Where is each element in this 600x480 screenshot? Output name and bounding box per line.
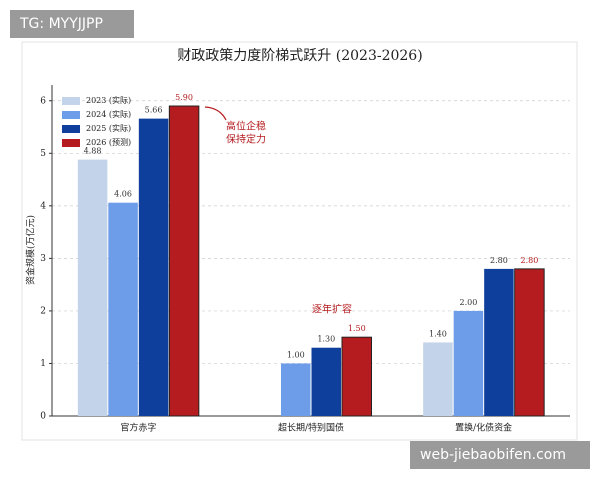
- annotation: 高位企稳: [226, 120, 266, 133]
- watermark-box: [410, 441, 590, 469]
- x-tick-label: 置换/化债资金: [455, 422, 512, 434]
- y-tick-label: 3: [40, 254, 46, 264]
- y-tick-label: 6: [40, 96, 46, 106]
- legend-swatch: [62, 125, 80, 133]
- x-tick-label: 官方赤字: [120, 422, 156, 434]
- legend-label: 2023 (实际): [86, 95, 131, 105]
- y-tick-label: 0: [40, 412, 46, 422]
- value-label: 2.80: [490, 256, 508, 265]
- legend-label: 2025 (实际): [86, 123, 131, 133]
- y-axis-label: 资金规模(万亿元): [25, 215, 37, 285]
- value-label: 1.50: [348, 324, 366, 333]
- watermark: TG: MYYJJPP: [19, 16, 103, 32]
- value-label: 2.00: [460, 298, 478, 307]
- bar: [77, 159, 108, 416]
- bar: [341, 336, 372, 417]
- bar: [514, 268, 545, 417]
- x-tick-label: 超长期/特别国债: [278, 422, 344, 434]
- bar: [423, 342, 453, 416]
- bar: [108, 202, 138, 416]
- bar: [484, 268, 514, 416]
- bar: [453, 310, 484, 416]
- y-tick-label: 1: [40, 359, 46, 369]
- legend-swatch: [62, 97, 80, 105]
- watermark: web-jiebaobifen.com: [420, 447, 566, 463]
- chart-title: 财政政策力度阶梯式跃升 (2023-2026): [177, 47, 422, 64]
- legend-label: 2026 (预测): [86, 137, 131, 147]
- annotation-arrow: [204, 106, 227, 121]
- annotation: 保持定力: [226, 133, 266, 146]
- annotation: 逐年扩容: [312, 303, 352, 316]
- value-label: 1.00: [287, 350, 305, 359]
- value-label: 2.80: [521, 256, 539, 265]
- y-tick-label: 2: [40, 306, 46, 316]
- legend-label: 2024 (实际): [86, 109, 131, 119]
- bar: [281, 363, 311, 416]
- bar: [138, 118, 169, 416]
- y-tick-label: 4: [40, 201, 46, 211]
- bar: [168, 105, 200, 417]
- value-label: 5.90: [175, 93, 193, 102]
- legend-swatch: [62, 111, 80, 119]
- watermark-box: [10, 10, 134, 38]
- bar: [311, 347, 341, 416]
- legend-swatch: [62, 139, 80, 147]
- value-label: 4.88: [84, 147, 102, 156]
- value-label: 1.40: [429, 329, 447, 338]
- value-label: 4.06: [114, 190, 132, 199]
- y-tick-label: 5: [40, 149, 46, 159]
- value-label: 1.30: [317, 335, 335, 344]
- value-label: 5.66: [145, 106, 163, 115]
